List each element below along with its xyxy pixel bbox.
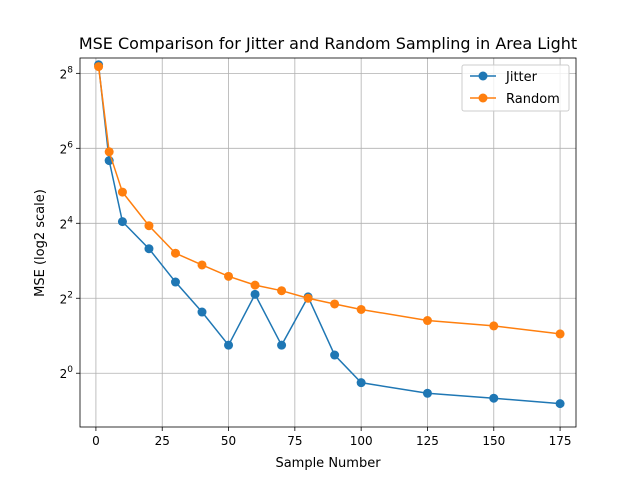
data-point-random bbox=[303, 293, 313, 303]
data-point-random bbox=[356, 304, 366, 314]
y-tick-label: 26 bbox=[60, 140, 74, 156]
data-point-jitter bbox=[117, 217, 127, 227]
legend-label-random: Random bbox=[506, 92, 560, 107]
x-axis-ticks: 0 25 50 75 100 125 150 175 bbox=[92, 427, 572, 448]
x-tick-label: 50 bbox=[221, 434, 236, 448]
chart-title: MSE Comparison for Jitter and Random Sam… bbox=[79, 34, 577, 53]
x-tick-label: 25 bbox=[155, 434, 170, 448]
data-point-random bbox=[330, 299, 340, 309]
data-point-jitter bbox=[224, 340, 234, 350]
data-point-jitter bbox=[330, 350, 340, 360]
legend: Jitter Random bbox=[461, 64, 570, 112]
data-point-random bbox=[104, 147, 114, 157]
y-axis-ticks: 20 22 24 26 28 bbox=[60, 65, 80, 381]
y-tick-label: 28 bbox=[60, 65, 74, 81]
data-point-jitter bbox=[356, 378, 366, 388]
data-point-random bbox=[197, 260, 207, 270]
y-tick-label: 24 bbox=[60, 215, 74, 231]
x-tick-label: 175 bbox=[549, 434, 572, 448]
data-point-random bbox=[489, 321, 499, 331]
y-tick-label: 20 bbox=[60, 365, 74, 381]
y-axis-label: MSE (log2 scale) bbox=[33, 189, 48, 297]
x-tick-label: 0 bbox=[92, 434, 100, 448]
legend-label-jitter: Jitter bbox=[505, 70, 538, 85]
data-point-jitter bbox=[250, 289, 260, 299]
x-tick-label: 75 bbox=[287, 434, 302, 448]
legend-marker-jitter bbox=[478, 71, 488, 81]
data-point-jitter bbox=[277, 340, 287, 350]
data-point-random bbox=[170, 248, 180, 258]
data-point-random bbox=[250, 280, 260, 290]
data-point-random bbox=[94, 62, 104, 72]
data-point-random bbox=[277, 286, 287, 296]
plot-frame bbox=[79, 57, 577, 428]
x-axis-label: Sample Number bbox=[275, 456, 381, 471]
x-tick-label: 100 bbox=[350, 434, 373, 448]
series-layer bbox=[94, 60, 565, 409]
data-point-random bbox=[144, 221, 154, 231]
data-point-jitter bbox=[197, 307, 207, 317]
data-point-random bbox=[224, 271, 234, 281]
x-tick-label: 150 bbox=[482, 434, 505, 448]
data-point-jitter bbox=[555, 399, 565, 409]
data-point-random bbox=[555, 329, 565, 339]
grid-lines bbox=[80, 58, 576, 427]
data-point-random bbox=[422, 316, 432, 326]
data-point-jitter bbox=[422, 388, 432, 398]
data-point-jitter bbox=[170, 277, 180, 287]
data-point-random bbox=[117, 187, 127, 197]
data-point-jitter bbox=[144, 244, 154, 254]
legend-marker-random bbox=[478, 93, 488, 103]
x-tick-label: 125 bbox=[416, 434, 439, 448]
plot-area-border bbox=[79, 57, 577, 428]
y-tick-label: 22 bbox=[60, 290, 73, 306]
data-point-jitter bbox=[489, 393, 499, 403]
